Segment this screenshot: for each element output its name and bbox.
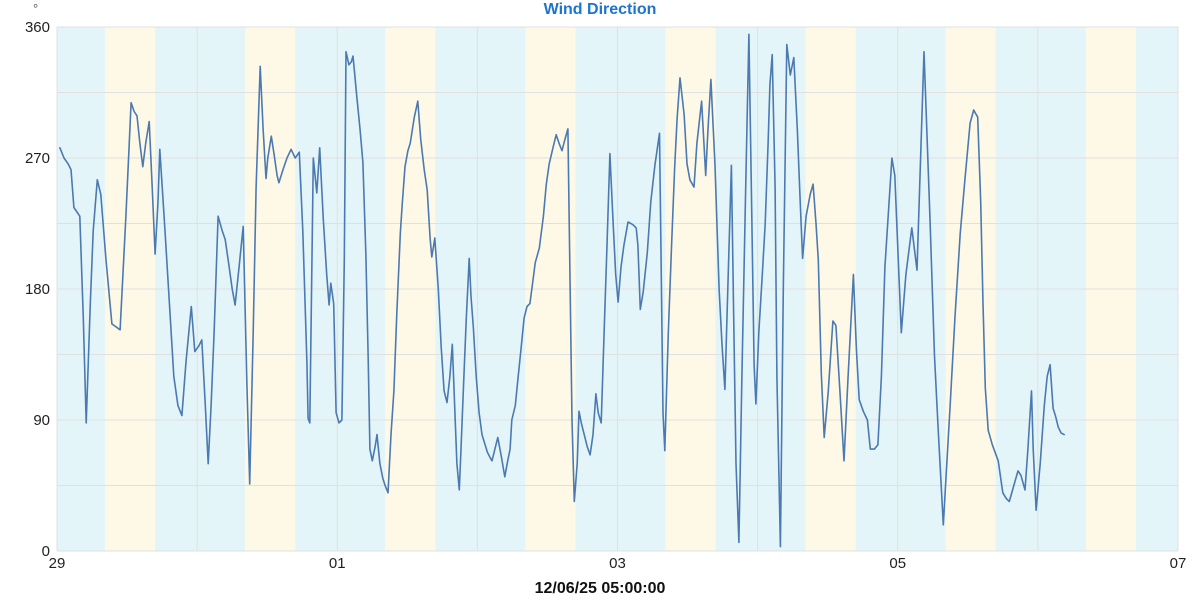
y-tick-label: 270 [25, 150, 50, 167]
current-time-label: 12/06/25 05:00:00 [534, 580, 666, 597]
chart-title: Wind Direction [543, 1, 657, 18]
wind-direction-series-line [59, 33, 1065, 548]
x-tick-label: 29 [49, 555, 66, 572]
x-tick-label: 01 [329, 555, 346, 572]
x-tick-label: 03 [609, 555, 626, 572]
y-tick-label: 360 [25, 19, 50, 36]
y-tick-label: 0 [42, 543, 50, 560]
y-tick-label: 180 [25, 281, 50, 298]
x-tick-label: 07 [1170, 555, 1187, 572]
x-tick-label: 05 [889, 555, 906, 572]
y-tick-label: 90 [33, 412, 50, 429]
y-axis-unit-label: ° [33, 1, 39, 16]
